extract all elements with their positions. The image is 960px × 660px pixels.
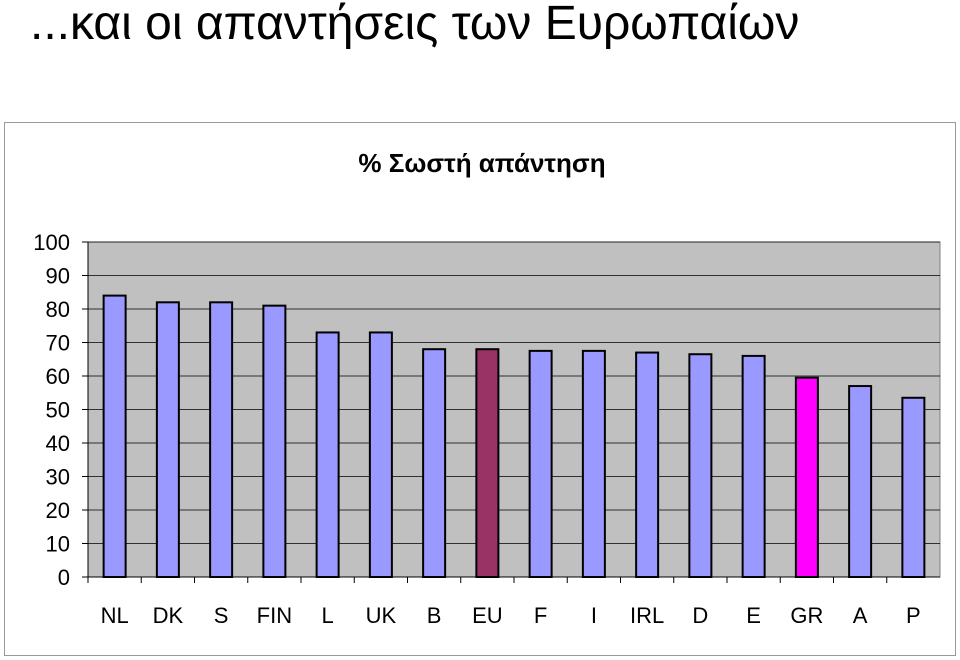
bar-dk bbox=[155, 301, 180, 578]
chart-title: % Σωστή απάντηση bbox=[358, 148, 605, 178]
slide-title: ...και οι απαντήσεις των Ευρωπαίων bbox=[30, 0, 800, 50]
bar-b bbox=[422, 348, 447, 579]
y-tick-label: 90 bbox=[46, 264, 70, 289]
bar-s bbox=[209, 301, 234, 578]
bar-p bbox=[901, 396, 926, 578]
bar-e bbox=[741, 354, 766, 578]
x-tick-label: EU bbox=[472, 603, 503, 628]
x-tick-label: GR bbox=[790, 603, 823, 628]
y-tick-label: 30 bbox=[46, 465, 70, 490]
x-tick-label: D bbox=[692, 603, 708, 628]
x-tick-label: B bbox=[427, 603, 442, 628]
y-tick-label: 80 bbox=[46, 297, 70, 322]
x-tick-label: FIN bbox=[257, 603, 292, 628]
y-tick-label: 100 bbox=[33, 230, 70, 255]
bar-f bbox=[528, 349, 553, 578]
plot-area: 0 10 20 30 40 50 60 70 80 90 100 NL DK S FIN L UK B EU F I IR… bbox=[33, 230, 941, 628]
x-tick-label: A bbox=[853, 603, 868, 628]
bar-l bbox=[315, 331, 340, 579]
x-tick-label: E bbox=[746, 603, 761, 628]
bar-irl bbox=[635, 351, 660, 578]
y-tick-label: 10 bbox=[46, 532, 70, 557]
x-tick-label: IRL bbox=[630, 603, 664, 628]
y-tick-label: 70 bbox=[46, 331, 70, 356]
y-tick-label: 0 bbox=[58, 565, 70, 590]
bar-eu bbox=[475, 348, 500, 579]
bar-nl bbox=[102, 294, 127, 578]
y-tick-label: 20 bbox=[46, 498, 70, 523]
bar-uk bbox=[368, 331, 393, 579]
bar-fin bbox=[262, 304, 287, 578]
bar-a bbox=[848, 385, 873, 578]
y-tick-label: 60 bbox=[46, 364, 70, 389]
x-tick-label: L bbox=[322, 603, 334, 628]
x-tick-label: I bbox=[591, 603, 597, 628]
y-tick-label: 50 bbox=[46, 398, 70, 423]
bar-i bbox=[581, 349, 606, 578]
x-tick-label: P bbox=[906, 603, 921, 628]
bar-gr bbox=[794, 376, 819, 578]
x-tick-label: NL bbox=[101, 603, 129, 628]
x-tick-label: DK bbox=[153, 603, 184, 628]
x-tick-label: F bbox=[534, 603, 547, 628]
bar-d bbox=[688, 353, 713, 578]
x-tick-label: S bbox=[214, 603, 229, 628]
x-tick-label: UK bbox=[366, 603, 397, 628]
y-tick-label: 40 bbox=[46, 431, 70, 456]
